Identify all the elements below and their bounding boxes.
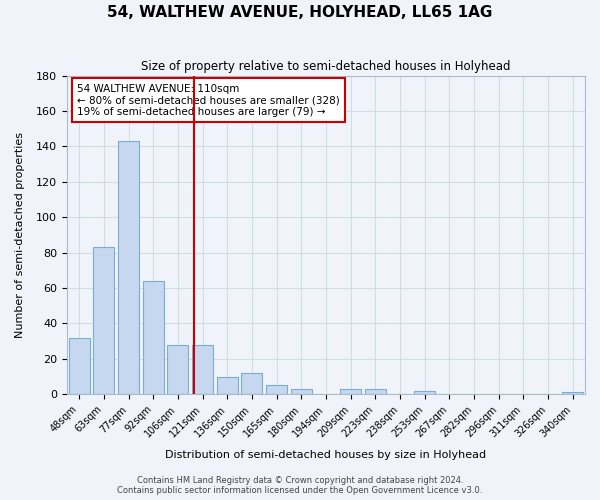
Y-axis label: Number of semi-detached properties: Number of semi-detached properties (15, 132, 25, 338)
Bar (143, 281, 164, 394)
Bar (291, 389, 312, 394)
Bar (94, 248, 115, 394)
Bar (118, 141, 139, 395)
Title: Size of property relative to semi-detached houses in Holyhead: Size of property relative to semi-detach… (141, 60, 511, 73)
Bar (266, 386, 287, 394)
Text: Contains HM Land Registry data © Crown copyright and database right 2024.
Contai: Contains HM Land Registry data © Crown c… (118, 476, 482, 495)
Bar (562, 392, 583, 394)
Bar (365, 389, 386, 394)
Bar (192, 344, 213, 395)
Bar (340, 389, 361, 394)
Bar (414, 390, 435, 394)
Bar (167, 344, 188, 395)
Bar (241, 373, 262, 394)
Bar (69, 338, 90, 394)
X-axis label: Distribution of semi-detached houses by size in Holyhead: Distribution of semi-detached houses by … (166, 450, 487, 460)
Text: 54 WALTHEW AVENUE: 110sqm
← 80% of semi-detached houses are smaller (328)
19% of: 54 WALTHEW AVENUE: 110sqm ← 80% of semi-… (77, 84, 340, 116)
Text: 54, WALTHEW AVENUE, HOLYHEAD, LL65 1AG: 54, WALTHEW AVENUE, HOLYHEAD, LL65 1AG (107, 5, 493, 20)
Bar (217, 376, 238, 394)
